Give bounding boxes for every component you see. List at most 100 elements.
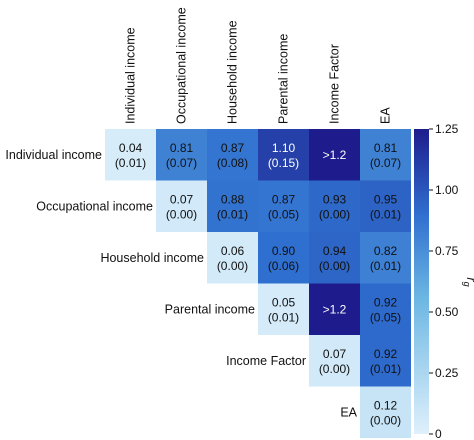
cell-rect [360, 335, 411, 387]
cell-se: (0.00) [319, 207, 350, 221]
cell-value: 0.07 [323, 347, 347, 361]
cell-rect [309, 232, 360, 284]
cell-value: 0.88 [221, 192, 245, 206]
cell-se: (0.01) [370, 362, 401, 376]
row-label: Income Factor [226, 354, 306, 368]
cell-se: (0.07) [370, 156, 401, 170]
cell-value: 0.05 [272, 295, 296, 309]
cell-se: (0.01) [217, 207, 248, 221]
cell-se: (0.07) [166, 156, 197, 170]
cell-value: 0.04 [119, 141, 143, 155]
heatmap-cell: 0.87(0.05) [258, 180, 309, 232]
heatmap-cell: 1.10(0.15) [258, 129, 309, 181]
colorbar-gradient [414, 129, 429, 434]
cell-se: (0.01) [370, 259, 401, 273]
cell-se: (0.05) [370, 310, 401, 324]
heatmap-cell: 0.04(0.01) [105, 129, 156, 181]
cell-value: 0.12 [374, 398, 398, 412]
cell-se: (0.00) [319, 259, 350, 273]
cell-rect [360, 129, 411, 181]
cell-value: 0.87 [272, 192, 296, 206]
cell-value: 0.95 [374, 192, 398, 206]
heatmap-cell: 0.05(0.01) [258, 283, 309, 335]
row-label: Household income [100, 251, 204, 265]
cell-rect [105, 129, 156, 181]
cell-rect [309, 283, 360, 335]
cell-se: (0.08) [217, 156, 248, 170]
cell-se: (0.00) [319, 362, 350, 376]
colorbar-label: rg [462, 277, 474, 286]
cell-value: 0.82 [374, 244, 398, 258]
heatmap-cell: 0.81(0.07) [360, 129, 411, 181]
cell-value: 0.92 [374, 347, 398, 361]
cell-se: (0.01) [115, 156, 146, 170]
heatmap-cell: >1.2 [309, 283, 360, 335]
cell-rect [258, 283, 309, 335]
colorbar-tick-label: 1.00 [435, 183, 459, 197]
cell-se: (0.01) [370, 207, 401, 221]
heatmap-cell: >1.2 [309, 129, 360, 181]
cell-value: 0.92 [374, 295, 398, 309]
column-label: EA [379, 107, 393, 124]
heatmap-cell: 0.87(0.08) [207, 129, 258, 181]
row-label: Occupational income [36, 199, 153, 213]
cell-rect [360, 283, 411, 335]
cell-rect [207, 180, 258, 232]
heatmap-cell: 0.94(0.00) [309, 232, 360, 284]
cell-rect [360, 180, 411, 232]
heatmap-cell: 0.88(0.01) [207, 180, 258, 232]
cell-value: 0.90 [272, 244, 296, 258]
cell-value: 0.81 [374, 141, 398, 155]
cell-value: >1.2 [323, 148, 347, 162]
cell-se: (0.00) [166, 207, 197, 221]
heatmap-cell: 0.07(0.00) [156, 180, 207, 232]
cell-value: 0.07 [170, 192, 194, 206]
colorbar-tick-label: 1.25 [435, 122, 459, 136]
colorbar-tick-label: 0.50 [435, 305, 459, 319]
cell-rect [156, 129, 207, 181]
cell-value: 0.87 [221, 141, 245, 155]
heatmap-cell: 0.92(0.05) [360, 283, 411, 335]
cell-rect [207, 129, 258, 181]
heatmap-cell: 0.81(0.07) [156, 129, 207, 181]
column-label: Household income [226, 20, 240, 124]
cell-value: >1.2 [323, 302, 347, 316]
heatmap-cell: 0.06(0.00) [207, 232, 258, 284]
heatmap-cell: 0.12(0.00) [360, 386, 411, 438]
column-label: Individual income [124, 27, 138, 124]
heatmap-cells: 0.04(0.01)0.81(0.07)0.87(0.08)1.10(0.15)… [105, 129, 411, 438]
colorbar-tick-label: 0.25 [435, 366, 459, 380]
cell-value: 1.10 [272, 141, 296, 155]
cell-rect [207, 232, 258, 284]
cell-value: 0.94 [323, 244, 347, 258]
cell-se: (0.00) [370, 413, 401, 427]
cell-rect [309, 180, 360, 232]
row-labels: Individual income Occupational income Hous… [5, 148, 357, 420]
heatmap-cell: 0.82(0.01) [360, 232, 411, 284]
cell-rect [309, 129, 360, 181]
column-label: Parental income [277, 34, 291, 124]
heatmap-cell: 0.92(0.01) [360, 335, 411, 387]
cell-rect [360, 232, 411, 284]
column-label: Income Factor [328, 44, 342, 124]
row-label: Individual income [5, 148, 102, 162]
colorbar-ticks: 0 0.25 0.50 0.75 1.00 1.25 [429, 122, 459, 440]
cell-value: 0.81 [170, 141, 194, 155]
cell-se: (0.05) [268, 207, 299, 221]
column-labels: Individual income Occupational income Hous… [124, 7, 393, 124]
cell-rect [258, 232, 309, 284]
row-label: EA [340, 405, 357, 419]
cell-se: (0.15) [268, 156, 299, 170]
cell-se: (0.06) [268, 259, 299, 273]
heatmap-cell: 0.90(0.06) [258, 232, 309, 284]
colorbar-tick-label: 0 [435, 427, 442, 440]
colorbar-tick-label: 0.75 [435, 244, 459, 258]
cell-rect [156, 180, 207, 232]
heatmap-cell: 0.95(0.01) [360, 180, 411, 232]
cell-value: 0.93 [323, 192, 347, 206]
cell-rect [360, 386, 411, 438]
cell-se: (0.01) [268, 310, 299, 324]
cell-value: 0.06 [221, 244, 245, 258]
cell-rect [309, 335, 360, 387]
